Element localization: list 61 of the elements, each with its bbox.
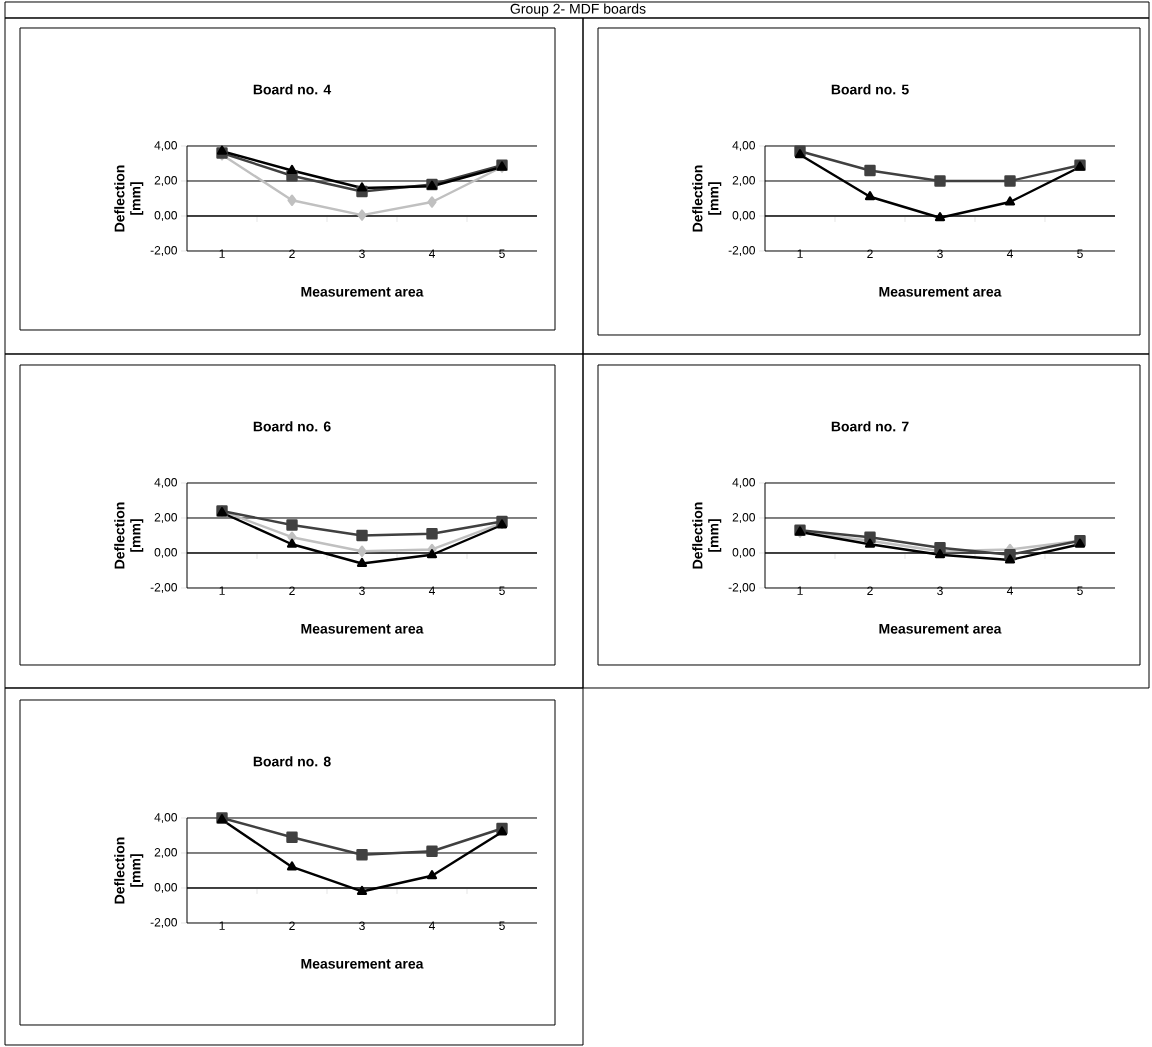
x-tick-label: 3 bbox=[937, 249, 943, 259]
x-axis-title: Measurement area bbox=[301, 623, 424, 634]
x-tick-label: 1 bbox=[219, 921, 225, 930]
x-tick-label: 3 bbox=[359, 586, 365, 596]
x-tick-label: 5 bbox=[499, 586, 505, 595]
x-tick-label: 3 bbox=[359, 921, 365, 931]
x-tick-label: 3 bbox=[359, 249, 365, 259]
x-tick-label: 1 bbox=[797, 586, 803, 595]
x-axis-title: Measurement area bbox=[879, 286, 1002, 297]
x-tick-label: 2 bbox=[289, 586, 295, 595]
y-tick-label: 2,00 bbox=[154, 848, 178, 858]
y-tick-label: 4,00 bbox=[154, 478, 178, 488]
x-tick-label: 3 bbox=[937, 586, 943, 596]
x-tick-label: 5 bbox=[1077, 249, 1083, 258]
x-tick-label: 2 bbox=[867, 249, 873, 258]
y-tick-label: 0,00 bbox=[154, 548, 178, 558]
x-tick-label: 5 bbox=[1077, 586, 1083, 595]
text: Group 2- MDF boards bbox=[510, 3, 646, 17]
y-tick-label: -2,00 bbox=[150, 246, 178, 256]
x-tick-label: 4 bbox=[1006, 586, 1013, 595]
x-tick-label: 2 bbox=[867, 586, 873, 595]
x-tick-label: 2 bbox=[289, 921, 295, 930]
y-tick-label: -2,00 bbox=[150, 918, 178, 928]
y-tick-label: 2,00 bbox=[732, 176, 756, 186]
chart-title: Board no. 5 bbox=[831, 84, 909, 95]
y-tick-label: 2,00 bbox=[154, 513, 178, 523]
y-tick-label: 0,00 bbox=[732, 211, 756, 221]
x-tick-label: 1 bbox=[219, 249, 225, 258]
chart-title: Board no. 4 bbox=[253, 84, 332, 95]
y-tick-label: 4,00 bbox=[732, 478, 756, 488]
chart-title: Board no. 6 bbox=[253, 421, 331, 432]
y-axis-title: Deflection [mm] bbox=[114, 837, 144, 904]
y-tick-label: 0,00 bbox=[154, 883, 178, 893]
y-tick-label: 0,00 bbox=[154, 211, 178, 221]
x-tick-label: 1 bbox=[219, 586, 225, 595]
y-tick-label: 2,00 bbox=[732, 513, 756, 523]
y-tick-label: 4,00 bbox=[154, 141, 178, 151]
y-tick-label: 4,00 bbox=[154, 813, 178, 823]
chart-title: Board no. 7 bbox=[831, 421, 909, 432]
x-tick-label: 5 bbox=[499, 921, 505, 930]
y-tick-label: -2,00 bbox=[150, 583, 178, 593]
y-tick-label: -2,00 bbox=[728, 246, 756, 256]
x-tick-label: 2 bbox=[289, 249, 295, 258]
x-tick-label: 4 bbox=[1006, 249, 1013, 258]
y-axis-title: Deflection [mm] bbox=[692, 165, 722, 232]
y-tick-label: 4,00 bbox=[732, 141, 756, 151]
y-axis-title: Deflection [mm] bbox=[692, 502, 722, 569]
y-tick-label: 0,00 bbox=[732, 548, 756, 558]
y-tick-label: -2,00 bbox=[728, 583, 756, 593]
y-axis-title: Deflection [mm] bbox=[114, 502, 144, 569]
x-axis-title: Measurement area bbox=[301, 286, 424, 297]
x-tick-label: 4 bbox=[428, 921, 435, 930]
x-axis-title: Measurement area bbox=[879, 623, 1002, 634]
y-tick-label: 2,00 bbox=[154, 176, 178, 186]
x-tick-label: 4 bbox=[428, 586, 435, 595]
x-axis-title: Measurement area bbox=[301, 958, 424, 969]
chart-title: Board no. 8 bbox=[253, 756, 331, 767]
y-axis-title: Deflection [mm] bbox=[114, 165, 144, 232]
x-tick-label: 1 bbox=[797, 249, 803, 258]
x-tick-label: 4 bbox=[428, 249, 435, 258]
x-tick-label: 5 bbox=[499, 249, 505, 258]
